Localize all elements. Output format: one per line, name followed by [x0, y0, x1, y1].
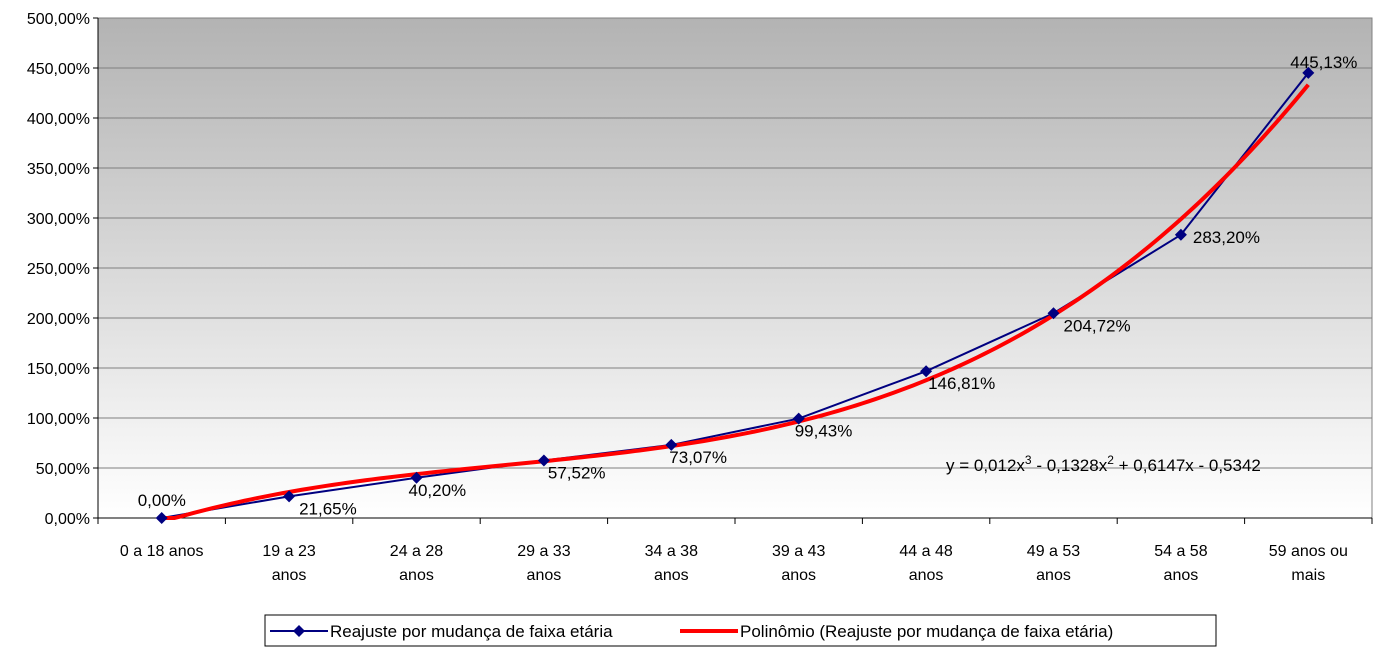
- x-tick-label-line: anos: [654, 567, 689, 584]
- x-tick-label-line: anos: [781, 567, 816, 584]
- y-tick-label: 300,00%: [27, 211, 90, 228]
- data-label: 73,07%: [669, 448, 727, 467]
- data-label: 0,00%: [138, 491, 186, 510]
- x-tick-label-line: 44 a 48: [899, 543, 952, 560]
- legend-trend-label: Polinômio (Reajuste por mudança de faixa…: [740, 622, 1113, 641]
- x-tick-label-line: 29 a 33: [517, 543, 570, 560]
- equation-sup-1: 3: [1025, 453, 1032, 467]
- data-point-marker: [792, 412, 805, 425]
- data-point-marker: [155, 512, 168, 524]
- equation-sup-2: 2: [1107, 453, 1114, 467]
- x-tick-label-line: 0 a 18 anos: [120, 543, 204, 560]
- x-tick-label: 24 a 28 anos: [390, 543, 443, 584]
- data-label: 57,52%: [548, 463, 606, 482]
- gridlines: [98, 67, 1372, 469]
- x-tick-label-line: 24 a 28: [390, 543, 443, 560]
- x-tick-label: 44 a 48 anos: [899, 543, 952, 584]
- data-point-marker: [920, 365, 933, 378]
- x-tick-label-line: 54 a 58: [1154, 543, 1207, 560]
- x-tick-label-line: 19 a 23: [262, 543, 315, 560]
- data-label: 204,72%: [1064, 316, 1131, 335]
- equation-part-3: + 0,6147x - 0,5342: [1114, 456, 1261, 475]
- y-tick-label: 350,00%: [27, 161, 90, 178]
- data-label: 21,65%: [299, 499, 357, 518]
- x-tick-label-line: anos: [272, 567, 307, 584]
- legend-series-marker: [293, 625, 305, 637]
- y-tick-label: 200,00%: [27, 311, 90, 328]
- x-tick-label: 59 anos ou mais: [1269, 543, 1348, 584]
- x-tick-label-line: anos: [399, 567, 434, 584]
- data-point-marker: [1047, 307, 1060, 320]
- trendline-equation: y = 0,012x3 - 0,1328x2 + 0,6147x - 0,534…: [946, 453, 1261, 475]
- x-tick-label-line: anos: [527, 567, 562, 584]
- data-point-marker: [1174, 228, 1187, 241]
- data-labels: 0,00% 21,65% 40,20% 57,52% 73,07% 99,43% 146,8…: [138, 53, 1358, 518]
- x-tick-label-line: 39 a 43: [772, 543, 825, 560]
- trendline-group: [155, 66, 1315, 524]
- data-label: 445,13%: [1290, 53, 1357, 72]
- y-tick-label: 400,00%: [27, 111, 90, 128]
- x-tick-label-line: 59 anos ou: [1269, 543, 1348, 560]
- y-tick-label: 50,00%: [36, 461, 90, 478]
- data-label: 146,81%: [928, 374, 995, 393]
- y-tick-label: 150,00%: [27, 361, 90, 378]
- series-line: [161, 72, 1310, 519]
- data-point-marker: [410, 471, 423, 484]
- equation-part-1: y = 0,012x: [946, 456, 1025, 475]
- data-label: 99,43%: [795, 422, 853, 441]
- x-tick-label: 54 a 58 anos: [1154, 543, 1207, 584]
- legend-box: [264, 614, 1217, 647]
- y-tick-label: 250,00%: [27, 261, 90, 278]
- data-point-marker: [665, 438, 678, 451]
- y-tick-label: 450,00%: [27, 61, 90, 78]
- data-point-marker: [537, 454, 550, 467]
- y-axis-ticks: 0,00% 50,00% 100,00% 150,00% 200,00% 250,00% 3…: [27, 11, 90, 528]
- y-tick-label: 100,00%: [27, 411, 90, 428]
- data-label: 283,20%: [1193, 228, 1260, 247]
- y-tick-label: 500,00%: [27, 11, 90, 28]
- x-tick-label-line: 49 a 53: [1027, 543, 1080, 560]
- legend-series-label: Reajuste por mudança de faixa etária: [330, 622, 613, 641]
- trendline-path: [161, 83, 1310, 520]
- x-tick-label: 19 a 23 anos: [262, 543, 315, 584]
- x-tick-label-line: anos: [1164, 567, 1199, 584]
- x-tick-label: 0 a 18 anos: [120, 543, 204, 560]
- legend: Reajuste por mudança de faixa etária Pol…: [264, 614, 1217, 647]
- equation-part-2: - 0,1328x: [1032, 456, 1108, 475]
- x-tick-label: 29 a 33 anos: [517, 543, 570, 584]
- x-tick-label-line: anos: [909, 567, 944, 584]
- data-label: 40,20%: [409, 481, 467, 500]
- x-tick-label: 49 a 53 anos: [1027, 543, 1080, 584]
- x-tick-label: 34 a 38 anos: [645, 543, 698, 584]
- x-tick-label: 39 a 43 anos: [772, 543, 825, 584]
- axes: [93, 17, 1373, 524]
- y-tick-label: 0,00%: [45, 511, 90, 528]
- x-tick-label-line: 34 a 38: [645, 543, 698, 560]
- x-tick-label-line: mais: [1291, 567, 1325, 584]
- x-tick-label-line: anos: [1036, 567, 1071, 584]
- data-point-marker: [283, 490, 296, 503]
- series-group: [161, 72, 1310, 519]
- data-point-marker: [1302, 66, 1315, 79]
